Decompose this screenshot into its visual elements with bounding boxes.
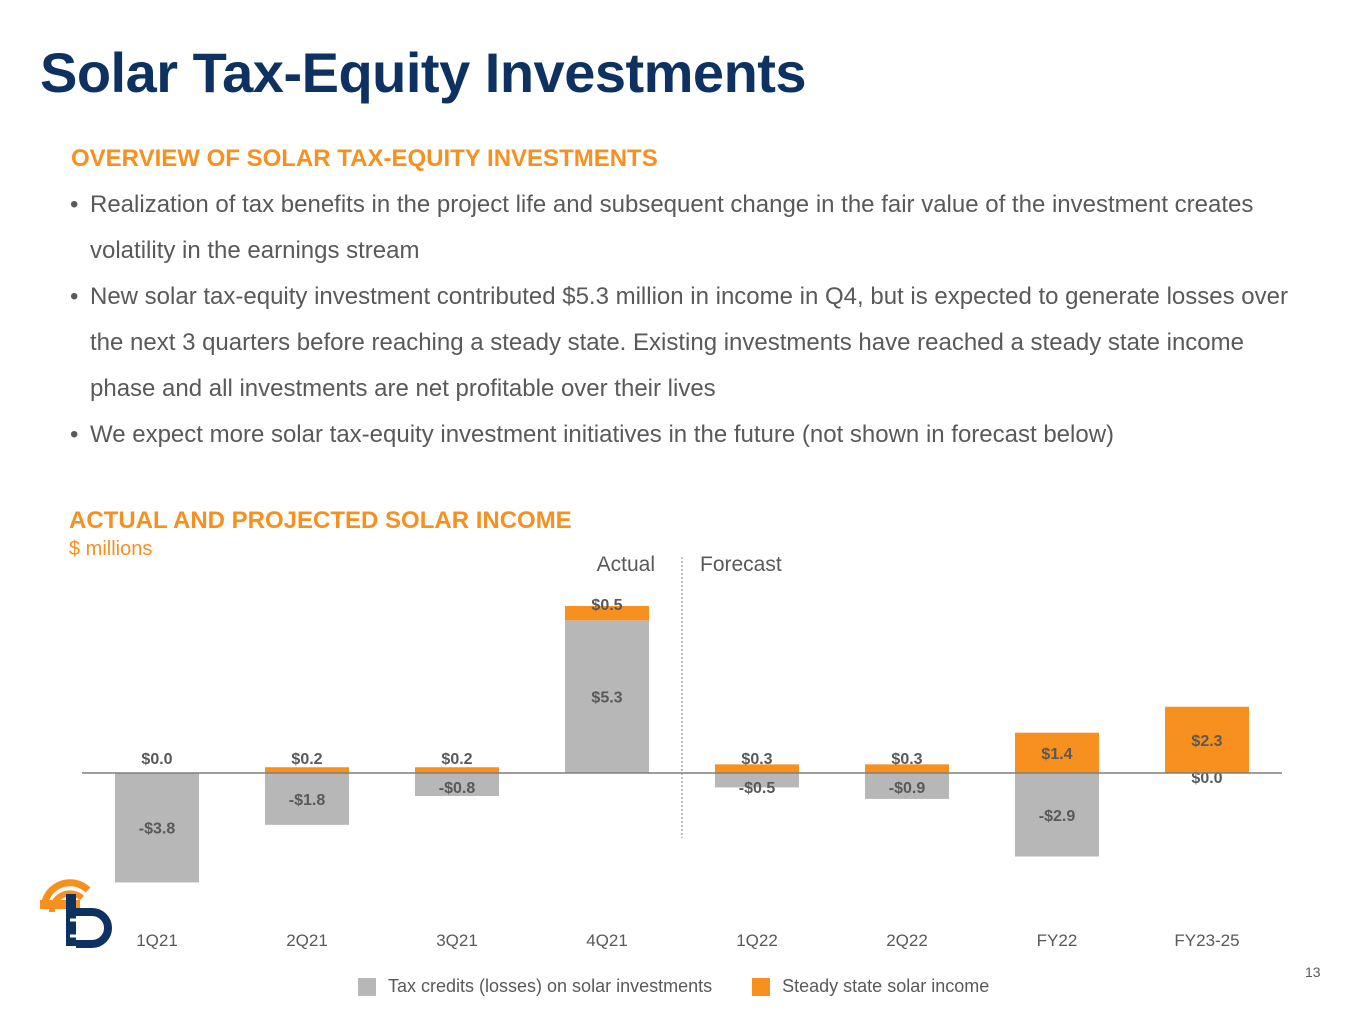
bar-tax-credits — [715, 773, 799, 788]
data-label-tax-credits: -$1.8 — [289, 792, 326, 809]
legend-label: Tax credits (losses) on solar investment… — [388, 976, 713, 996]
data-label-tax-credits: $0.0 — [1191, 770, 1222, 787]
bullet-marker: • — [70, 191, 79, 218]
bar-steady-state — [265, 767, 349, 773]
chart-subtitle: $ millions — [69, 538, 153, 560]
bullet-marker: • — [70, 421, 79, 448]
bar-tax-credits — [565, 620, 649, 773]
legend-item-tax-credits: Tax credits (losses) on solar investment… — [358, 976, 712, 997]
category-tick-label: 4Q21 — [586, 931, 628, 950]
category-tick-label: 1Q22 — [736, 931, 778, 950]
data-label-steady-state: $0.0 — [141, 751, 172, 768]
data-label-steady-state: $0.3 — [891, 751, 922, 768]
category-tick-label: 3Q21 — [436, 931, 478, 950]
bar-tax-credits — [115, 773, 199, 883]
bar-tax-credits — [1015, 773, 1099, 857]
data-label-tax-credits: -$0.8 — [439, 780, 476, 797]
data-label-tax-credits: -$2.9 — [1039, 808, 1076, 825]
bar-steady-state — [565, 605, 649, 621]
forecast-period-label: Forecast — [700, 553, 782, 576]
data-label-steady-state: $2.3 — [1191, 733, 1222, 750]
page-title: Solar Tax-Equity Investments — [40, 41, 807, 104]
category-tick-label: 1Q21 — [136, 931, 178, 950]
data-label-tax-credits: -$0.5 — [739, 780, 776, 797]
data-label-steady-state: $0.3 — [741, 751, 772, 768]
bar-tax-credits — [865, 773, 949, 799]
bar-tax-credits — [415, 773, 499, 797]
legend-swatch-orange — [752, 977, 771, 996]
bullet-text: We expect more solar tax-equity investme… — [90, 421, 1115, 448]
category-tick-label: 2Q21 — [286, 931, 328, 950]
data-label-tax-credits: -$3.8 — [139, 821, 176, 838]
company-logo-icon — [40, 879, 112, 948]
legend-label: Steady state solar income — [782, 976, 990, 996]
bar-steady-state — [1165, 706, 1249, 773]
data-label-steady-state: $1.4 — [1041, 746, 1072, 763]
bar-steady-state — [415, 767, 499, 773]
legend-swatch-gray — [358, 977, 376, 996]
data-label-steady-state: $0.2 — [441, 751, 472, 768]
bullet-item: • New solar tax-equity investment contri… — [70, 274, 1290, 412]
actual-period-label: Actual — [597, 553, 655, 576]
category-tick-label: 2Q22 — [886, 931, 928, 950]
bar-tax-credits — [265, 773, 349, 825]
bullet-marker: • — [70, 283, 79, 310]
bar-steady-state — [715, 764, 799, 773]
data-label-tax-credits: $5.3 — [591, 690, 622, 707]
bullet-item: • We expect more solar tax-equity invest… — [70, 412, 1290, 458]
category-tick-label: FY23-25 — [1174, 931, 1239, 950]
category-tick-label: FY22 — [1037, 931, 1078, 950]
overview-heading: OVERVIEW OF SOLAR TAX-EQUITY INVESTMENTS — [71, 145, 658, 172]
bar-steady-state — [865, 764, 949, 773]
legend-item-steady-state: Steady state solar income — [752, 976, 989, 997]
data-label-steady-state: $0.5 — [591, 597, 622, 614]
data-label-tax-credits: -$0.9 — [889, 780, 926, 797]
page-number: 13 — [1305, 964, 1321, 980]
bullet-text: New solar tax-equity investment contribu… — [90, 283, 1288, 402]
chart-title: ACTUAL AND PROJECTED SOLAR INCOME — [69, 507, 572, 534]
bullet-text: Realization of tax benefits in the proje… — [90, 191, 1254, 264]
chart-legend: Tax credits (losses) on solar investment… — [358, 976, 1029, 997]
bar-steady-state — [1015, 732, 1099, 773]
data-label-steady-state: $0.2 — [291, 751, 322, 768]
bullet-list: • Realization of tax benefits in the pro… — [70, 182, 1290, 458]
bullet-item: • Realization of tax benefits in the pro… — [70, 182, 1290, 274]
